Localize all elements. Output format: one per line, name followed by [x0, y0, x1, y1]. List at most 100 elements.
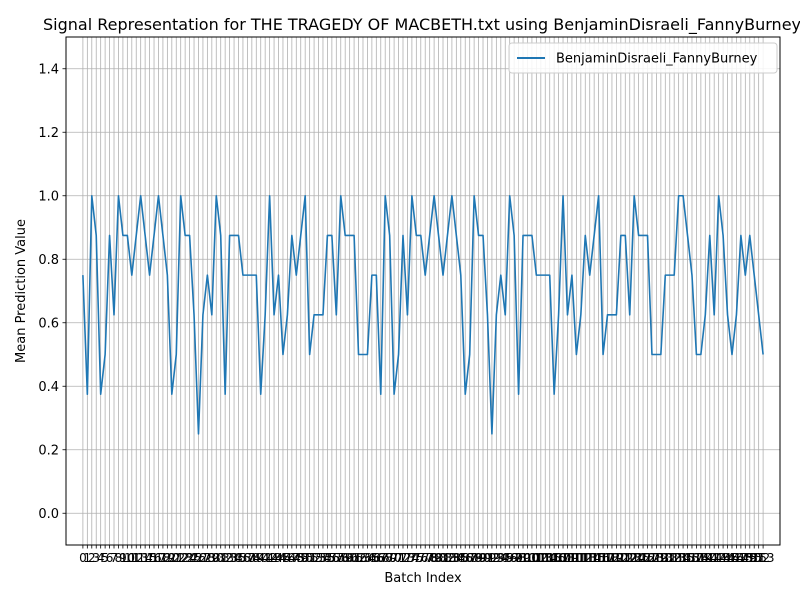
- x-tick-label: 91: [480, 551, 495, 565]
- x-tick-label: 129: [645, 551, 668, 565]
- x-tick-label: 94: [493, 551, 508, 565]
- x-tick-label: 13: [133, 551, 148, 565]
- x-tick-label: 97: [506, 551, 521, 565]
- x-tick-label: 131: [654, 551, 677, 565]
- x-tick-label: 118: [596, 551, 619, 565]
- x-tick-label: 136: [676, 551, 699, 565]
- x-tick-label: 11: [124, 551, 139, 565]
- x-tick-label: 57: [329, 551, 344, 565]
- y-tick-label: 0.2: [38, 443, 59, 458]
- x-tick-label: 44: [271, 551, 286, 565]
- x-tick-label: 126: [632, 551, 655, 565]
- x-tick-label: 67: [373, 551, 388, 565]
- x-tick-label: 9: [119, 551, 127, 565]
- x-tick-label: 87: [462, 551, 477, 565]
- x-tick-label: 47: [284, 551, 299, 565]
- x-tick-label: 60: [342, 551, 357, 565]
- plot-frame: [65, 36, 781, 546]
- x-tick-label: 34: [226, 551, 241, 565]
- x-tick-label: 71: [391, 551, 406, 565]
- y-tick-label: 0.0: [38, 507, 59, 522]
- x-tick-label: 66: [369, 551, 384, 565]
- x-tick-label: 46: [280, 551, 295, 565]
- x-tick-label: 98: [511, 551, 526, 565]
- x-tick-label: 23: [178, 551, 193, 565]
- x-tick-label: 112: [569, 551, 592, 565]
- x-tick-label: 25: [186, 551, 201, 565]
- x-tick-label: 103: [529, 551, 552, 565]
- x-tick-label: 147: [725, 551, 748, 565]
- series-line: [82, 194, 764, 435]
- x-tick-label: 141: [698, 551, 721, 565]
- x-tick-label: 115: [583, 551, 606, 565]
- x-tick-label: 5: [101, 551, 109, 565]
- x-tick-label: 144: [712, 551, 735, 565]
- x-tick-label: 81: [435, 551, 450, 565]
- x-tick-label: 20: [164, 551, 179, 565]
- x-tick-label: 130: [649, 551, 672, 565]
- x-tick-label: 43: [266, 551, 281, 565]
- x-tick-label: 17: [151, 551, 166, 565]
- x-tick-label: 2: [88, 551, 96, 565]
- x-tick-label: 62: [351, 551, 366, 565]
- x-tick-label: 85: [453, 551, 468, 565]
- x-tick-label: 127: [636, 551, 659, 565]
- series-group: [82, 194, 764, 435]
- x-tick-label: 72: [395, 551, 410, 565]
- x-tick-label: 19: [160, 551, 175, 565]
- x-tick-label: 106: [543, 551, 566, 565]
- x-tick-label: 99: [515, 551, 530, 565]
- x-tick-label: 135: [672, 551, 695, 565]
- x-tick-label: 152: [747, 551, 770, 565]
- y-tick-label: 0.4: [38, 380, 59, 395]
- x-tick-label: 53: [311, 551, 326, 565]
- x-gridlines: [82, 37, 764, 545]
- x-tick-label: 110: [560, 551, 583, 565]
- x-tick-label: 68: [378, 551, 393, 565]
- x-tick-label: 45: [275, 551, 290, 565]
- x-tick-label: 102: [525, 551, 548, 565]
- x-tick-label: 35: [231, 551, 246, 565]
- x-tick-label: 73: [400, 551, 415, 565]
- x-tick-label: 33: [222, 551, 237, 565]
- x-tick-label: 7: [110, 551, 118, 565]
- y-axis-label: Mean Prediction Value: [14, 219, 29, 363]
- x-tick-label: 56: [324, 551, 339, 565]
- x-tick-label: 89: [471, 551, 486, 565]
- x-tick-label: 139: [689, 551, 712, 565]
- y-tick-label: 1.0: [38, 189, 59, 204]
- x-tick-label: 74: [404, 551, 419, 565]
- x-tick-label: 58: [333, 551, 348, 565]
- x-tick-label: 148: [729, 551, 752, 565]
- x-tick-label: 153: [752, 551, 775, 565]
- x-tick-label: 63: [355, 551, 370, 565]
- x-tick-label: 29: [204, 551, 219, 565]
- x-tick-label: 15: [142, 551, 157, 565]
- x-tick-label: 145: [716, 551, 739, 565]
- x-tick-label: 39: [249, 551, 264, 565]
- x-tick-label: 95: [498, 551, 513, 565]
- x-tick-label: 24: [182, 551, 197, 565]
- x-tick-label: 10: [120, 551, 135, 565]
- x-tick-label: 101: [520, 551, 543, 565]
- x-tick-label: 92: [484, 551, 499, 565]
- y-axis: 0.0 0.2 0.4 0.6 0.8 1.0 1.2 1.4: [38, 62, 66, 522]
- x-tick-label: 86: [458, 551, 473, 565]
- legend: BenjaminDisraeli_FannyBurney: [508, 42, 778, 74]
- x-tick-label: 64: [360, 551, 375, 565]
- x-tick-label: 114: [578, 551, 601, 565]
- x-tick-label: 61: [346, 551, 361, 565]
- x-tick-label: 28: [200, 551, 215, 565]
- x-tick-label: 59: [338, 551, 353, 565]
- x-tick-label: 125: [627, 551, 650, 565]
- x-tick-label: 70: [386, 551, 401, 565]
- x-tick-label: 120: [605, 551, 628, 565]
- x-tick-label: 107: [547, 551, 570, 565]
- x-tick-label: 150: [738, 551, 761, 565]
- x-tick-label: 122: [614, 551, 637, 565]
- x-tick-label: 30: [209, 551, 224, 565]
- x-tick-label: 4: [97, 551, 105, 565]
- y-tick-label: 1.2: [38, 126, 59, 141]
- x-tick-label: 1: [84, 551, 92, 565]
- x-axis-label: Batch Index: [384, 571, 462, 586]
